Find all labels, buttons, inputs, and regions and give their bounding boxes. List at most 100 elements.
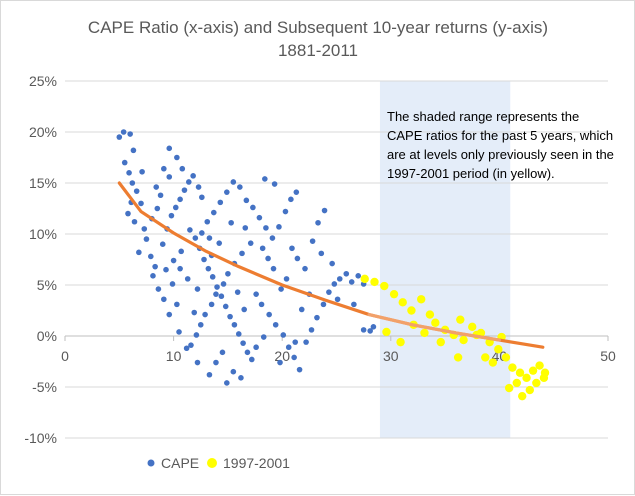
cape-point — [270, 265, 277, 272]
cape-point — [217, 199, 224, 206]
yellow-point — [360, 274, 369, 284]
cape-point — [224, 189, 230, 195]
cape-point — [294, 255, 301, 262]
cape-point — [161, 296, 167, 303]
cape-point — [370, 324, 377, 330]
cape-point — [174, 301, 180, 308]
cape-point — [139, 168, 145, 175]
cape-point — [155, 286, 162, 292]
cape-point — [239, 250, 245, 257]
cape-point — [184, 276, 191, 282]
cape-point — [157, 192, 164, 199]
y-tick-label: 15% — [29, 175, 57, 191]
cape-point — [334, 296, 341, 303]
cape-point — [351, 301, 357, 308]
y-tick-label: 10% — [29, 226, 57, 242]
cape-point — [348, 279, 355, 285]
yellow-point — [481, 353, 490, 362]
cape-point — [289, 245, 295, 252]
cape-point — [277, 359, 283, 366]
cape-point — [321, 207, 328, 214]
cape-point — [224, 380, 230, 386]
cape-point — [235, 331, 242, 337]
cape-point — [276, 224, 282, 230]
yellow-point — [508, 363, 517, 372]
cape-point — [302, 265, 308, 272]
cape-point — [231, 321, 238, 328]
y-tick-label: -10% — [24, 430, 57, 446]
legend-marker-cape — [147, 459, 155, 467]
cape-point — [170, 257, 177, 264]
cape-point — [230, 368, 237, 375]
cape-point — [136, 249, 142, 256]
x-tick-label: 50 — [600, 348, 616, 364]
cape-point — [355, 273, 362, 279]
cape-point — [166, 145, 173, 152]
cape-point — [315, 219, 321, 226]
cape-point — [269, 235, 276, 241]
legend-marker-1997-2001 — [207, 458, 217, 468]
cape-point — [219, 349, 226, 356]
cape-point — [190, 173, 196, 179]
y-tick-label: -5% — [32, 379, 57, 395]
y-tick-label: 25% — [29, 73, 57, 89]
cape-point — [248, 356, 255, 363]
cape-point — [227, 313, 233, 320]
cape-point — [272, 321, 279, 328]
cape-point — [282, 208, 289, 215]
yellow-point — [522, 373, 531, 383]
cape-point — [242, 225, 249, 231]
cape-point — [129, 180, 136, 186]
cape-point — [187, 227, 193, 233]
yellow-point — [370, 277, 379, 287]
yellow-point — [389, 289, 399, 299]
cape-point — [329, 260, 335, 267]
cape-point — [318, 250, 325, 257]
cape-point — [314, 314, 320, 321]
cape-point — [326, 289, 332, 295]
cape-point — [336, 276, 343, 282]
legend-label-1997-2001: 1997-2001 — [223, 455, 290, 471]
cape-point — [201, 256, 207, 263]
y-tick-label: 0% — [37, 328, 57, 344]
cape-point — [206, 371, 213, 378]
cape-point — [166, 174, 173, 180]
yellow-point — [420, 328, 429, 338]
cape-point — [296, 366, 303, 373]
annotation-text: The shaded range represents the CAPE rat… — [387, 109, 614, 181]
cape-point — [120, 129, 127, 135]
cape-point — [150, 273, 156, 279]
y-tick-label: 20% — [29, 124, 57, 140]
cape-point — [186, 179, 192, 185]
cape-point — [172, 204, 179, 211]
chart-subtitle: 1881-2011 — [278, 41, 358, 60]
x-tick-label: 0 — [61, 348, 69, 364]
cape-point — [121, 159, 128, 166]
cape-point — [131, 218, 138, 225]
cape-point — [241, 306, 247, 313]
cape-point — [214, 284, 220, 290]
cape-point — [298, 306, 305, 313]
cape-point — [230, 179, 237, 185]
cape-point — [154, 205, 161, 212]
shaded-range — [379, 81, 511, 438]
yellow-point — [431, 318, 440, 327]
yellow-point — [425, 310, 435, 319]
cape-point — [183, 345, 190, 352]
cape-point — [234, 289, 241, 295]
cape-point — [133, 188, 140, 194]
yellow-point — [504, 383, 514, 393]
cape-point — [176, 329, 182, 335]
yellow-point — [501, 353, 511, 362]
cape-point — [163, 266, 169, 273]
cape-point — [218, 293, 225, 300]
y-tick-label: 5% — [37, 277, 57, 293]
cape-point — [288, 196, 294, 203]
cape-point — [260, 334, 267, 340]
cape-point — [303, 339, 309, 345]
cape-point — [216, 240, 223, 246]
cape-point — [178, 248, 185, 255]
cape-point — [161, 165, 167, 172]
yellow-point — [398, 298, 407, 307]
